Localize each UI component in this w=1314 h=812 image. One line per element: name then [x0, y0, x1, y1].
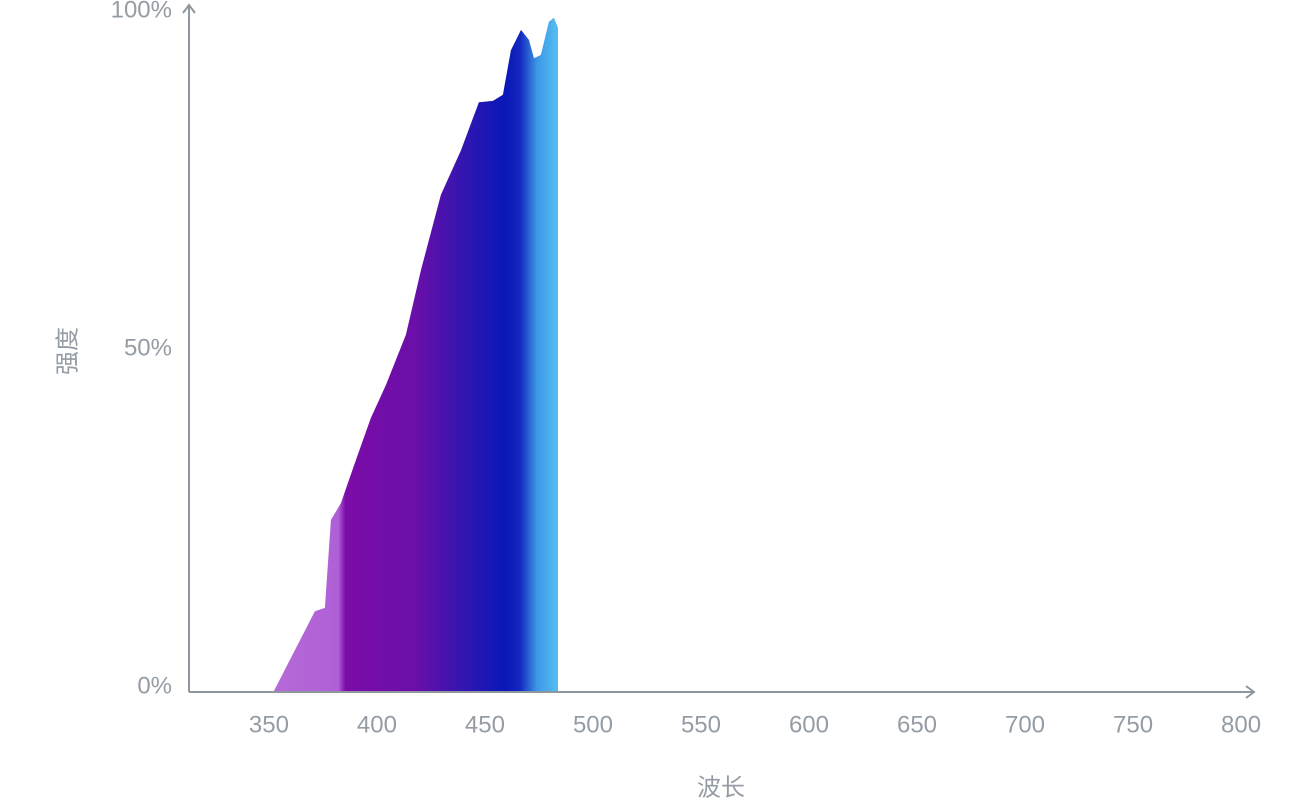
- y-axis-arrow: [182, 3, 196, 14]
- x-tick-label: 700: [1005, 711, 1045, 738]
- x-tick-label: 400: [357, 711, 397, 738]
- y-axis-label: 强度: [54, 327, 81, 375]
- spectrum-area: [273, 17, 558, 691]
- y-tick-label: 0%: [137, 672, 172, 699]
- y-tick-label: 50%: [124, 334, 172, 361]
- x-tick-label: 800: [1221, 711, 1261, 738]
- x-tick-label: 450: [465, 711, 505, 738]
- x-tick-label: 650: [897, 711, 937, 738]
- x-axis-arrow: [1245, 685, 1256, 699]
- x-tick-label: 550: [681, 711, 721, 738]
- x-axis-label: 波长: [697, 774, 745, 801]
- y-tick-label: 100%: [111, 0, 172, 23]
- x-tick-label: 750: [1113, 711, 1153, 738]
- x-tick-label: 350: [249, 711, 289, 738]
- x-tick-label: 500: [573, 711, 613, 738]
- x-tick-label: 600: [789, 711, 829, 738]
